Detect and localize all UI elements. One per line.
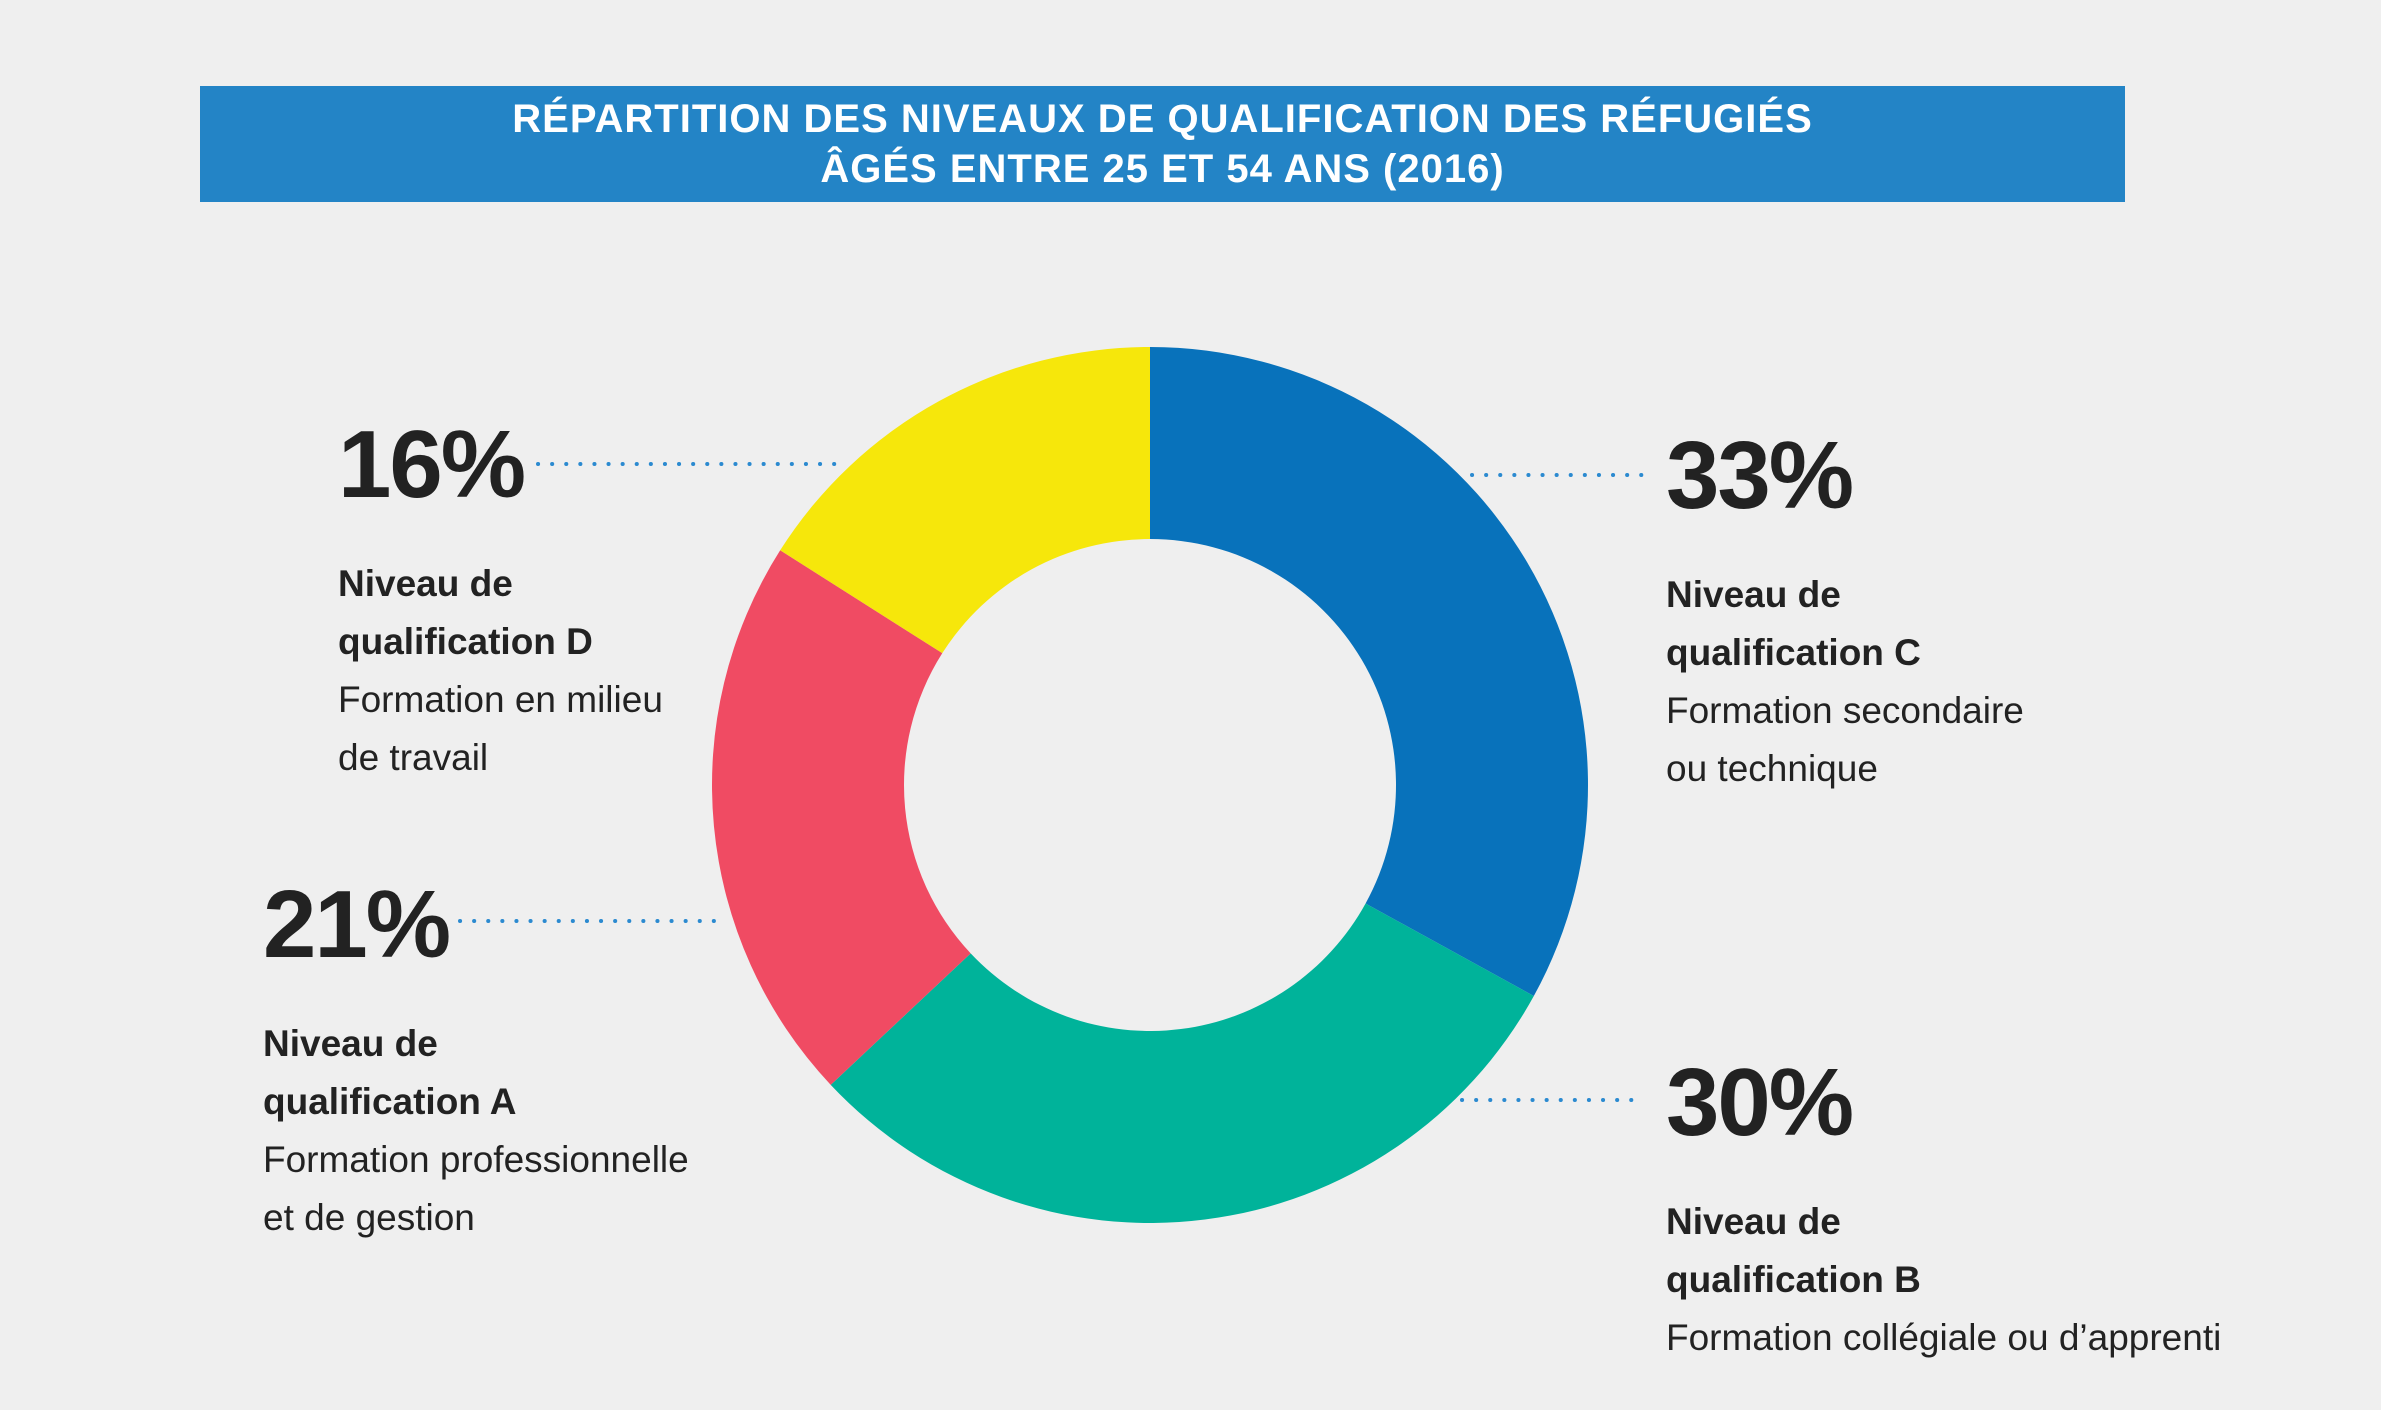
slice-d-level-line-2: qualification D	[338, 621, 593, 662]
slice-b-percent-label: 30%	[1666, 1049, 1854, 1156]
chart-title-line-1: RÉPARTITION DES NIVEAUX DE QUALIFICATION…	[512, 97, 1813, 141]
slice-qualification-c	[1150, 347, 1588, 997]
slice-qualification-d	[780, 347, 1150, 654]
slice-c-percent-label: 33%	[1666, 422, 1854, 529]
slice-d-percent-label: 16%	[338, 411, 526, 518]
slice-c-level-line-1: Niveau de	[1666, 574, 1841, 615]
slice-a-level-line-1: Niveau de	[263, 1023, 438, 1064]
slice-b-level-line-2: qualification B	[1666, 1259, 1921, 1300]
slice-c-desc-line-1: Formation secondaire	[1666, 690, 2024, 731]
slice-a-level-line-2: qualification A	[263, 1081, 517, 1122]
slice-a-percent-label: 21%	[263, 871, 451, 978]
chart-title-banner: RÉPARTITION DES NIVEAUX DE QUALIFICATION…	[200, 86, 2125, 202]
slice-a-desc-line-2: et de gestion	[263, 1197, 475, 1238]
slice-b-desc-line-1: Formation collégiale ou d’apprenti	[1666, 1317, 2222, 1358]
label-group-qualification-d: 16% Niveau de qualification D Formation …	[338, 417, 663, 787]
label-group-qualification-c: 33% Niveau de qualification C Formation …	[1666, 428, 2024, 798]
slice-b-level-line-1: Niveau de	[1666, 1201, 1841, 1242]
label-group-qualification-a: 21% Niveau de qualification A Formation …	[263, 877, 689, 1247]
slice-d-level-line-1: Niveau de	[338, 563, 513, 604]
slice-c-desc-line-2: ou technique	[1666, 748, 1878, 789]
slice-d-desc-line-1: Formation en milieu	[338, 679, 663, 720]
label-group-qualification-b: 30% Niveau de qualification B Formation …	[1666, 1055, 2221, 1367]
chart-title-line-2: ÂGÉS ENTRE 25 ET 54 ANS (2016)	[820, 147, 1505, 191]
slice-qualification-a	[712, 550, 971, 1085]
slice-d-desc-line-2: de travail	[338, 737, 489, 778]
slice-qualification-b	[830, 903, 1534, 1223]
slice-c-level-line-2: qualification C	[1666, 632, 1921, 673]
slice-a-desc-line-1: Formation professionnelle	[263, 1139, 689, 1180]
